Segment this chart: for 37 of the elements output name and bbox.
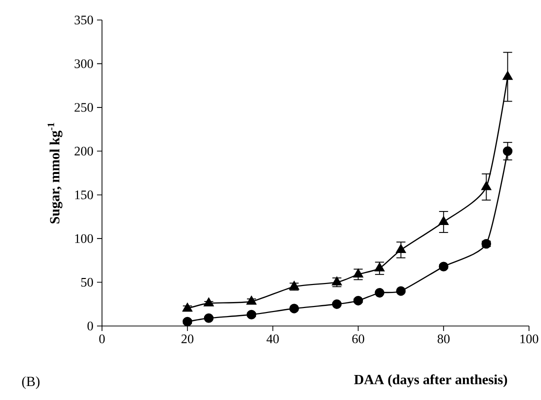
y-tick-label: 300 bbox=[74, 59, 93, 68]
point bbox=[438, 262, 448, 272]
y-tick-label: 100 bbox=[75, 234, 93, 243]
y-tick-label: 350 bbox=[74, 16, 93, 24]
point bbox=[374, 262, 384, 272]
point bbox=[332, 299, 342, 309]
point bbox=[374, 288, 384, 298]
point bbox=[482, 239, 492, 249]
point bbox=[246, 296, 256, 305]
y-axis-title: Sugar, mmol kg$^{-1}$ bbox=[48, 122, 62, 224]
point bbox=[246, 310, 256, 320]
point bbox=[353, 296, 363, 306]
y-tick-label: 0 bbox=[88, 322, 93, 330]
x-tick-label: 0 bbox=[99, 334, 105, 344]
point bbox=[396, 286, 406, 296]
point bbox=[438, 216, 449, 226]
x-axis-title: DAA (days after anthesis) bbox=[354, 374, 508, 388]
point bbox=[502, 146, 512, 156]
x-tick-label: 20 bbox=[181, 334, 194, 344]
point bbox=[182, 302, 192, 312]
point bbox=[502, 71, 513, 80]
y-tick-label: 250 bbox=[74, 103, 93, 112]
point bbox=[353, 268, 364, 278]
x-tick-label: 80 bbox=[438, 334, 450, 344]
text: (B) bbox=[22, 376, 40, 389]
point bbox=[289, 304, 299, 314]
x-tick-label: 60 bbox=[352, 334, 364, 344]
point bbox=[396, 244, 406, 254]
y-tick-label: 150 bbox=[75, 190, 93, 200]
point bbox=[182, 316, 192, 326]
y-tick-label: 200 bbox=[74, 146, 93, 156]
x-tick-label: 100 bbox=[520, 334, 538, 344]
x-tick-label: 40 bbox=[266, 334, 279, 344]
point bbox=[481, 181, 492, 190]
y-tick-label: 50 bbox=[81, 278, 93, 287]
point bbox=[204, 298, 214, 306]
point bbox=[204, 313, 214, 323]
